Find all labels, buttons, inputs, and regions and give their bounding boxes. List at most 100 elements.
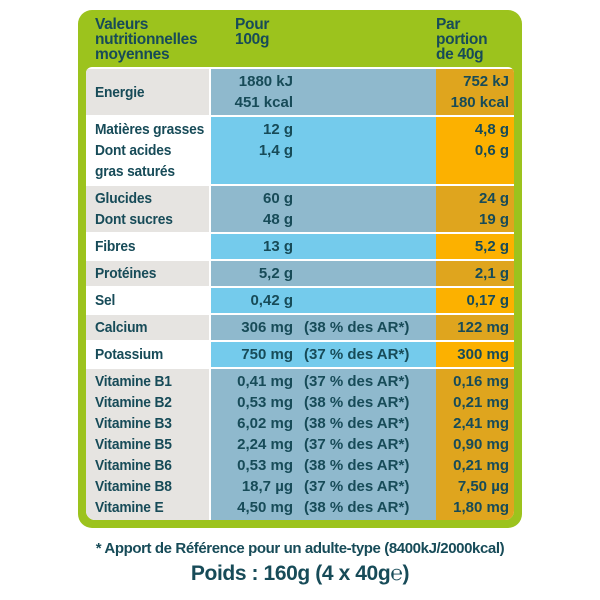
ar-percent <box>293 188 304 209</box>
table-row: Vitamine B1 Vitamine B2 Vitamine B3 Vitamin… <box>86 369 514 520</box>
per-100g-cell: 1880 kJ 451 kcal <box>211 69 436 115</box>
per-100g-value: 750 mg <box>241 346 293 363</box>
row-label-cell: Potassium <box>86 342 211 367</box>
row-label: Protéines <box>95 265 157 282</box>
per-100g-line: 0,42 g <box>211 290 436 311</box>
per-portion-value: 7,50 µg <box>457 478 509 495</box>
per-portion-cell: 5,2 g <box>436 234 514 259</box>
per-100g-line: 13 g <box>211 236 436 257</box>
per-100g-value: 48 g <box>262 211 293 228</box>
per-portion-value: 122 mg <box>457 319 509 336</box>
per-100g-value: 18,7 µg <box>241 478 293 495</box>
table-row: Matières grasses Dont acides gras saturés 1… <box>86 117 514 184</box>
per-100g-cell: 13 g <box>211 234 436 259</box>
per-100g-value: 12 g <box>262 121 293 138</box>
table-row: Potassium 750 mg (37 % des AR*) 300 mg <box>86 342 514 367</box>
row-label-cell: Protéines <box>86 261 211 286</box>
weight-line: Poids : 160g (4 x 40g℮) <box>190 562 410 585</box>
per-100g-line: 0,41 mg (37 % des AR*) <box>211 371 436 392</box>
ar-percent: (38 % des AR*) <box>304 319 410 336</box>
per-100g-line: 6,02 mg (38 % des AR*) <box>211 413 436 434</box>
per-100g-value: 0,42 g <box>250 292 293 309</box>
reference-footnote: * Apport de Référence pour un adulte-typ… <box>95 540 505 557</box>
per-portion-value: 19 g <box>478 211 509 228</box>
per-100g-value: 0,53 mg <box>237 394 293 411</box>
per-100g-cell: 306 mg (38 % des AR*) <box>211 315 436 340</box>
per-100g-line: 18,7 µg (37 % des AR*) <box>211 476 436 497</box>
row-label: Vitamine B8 <box>95 478 172 495</box>
per-portion-value: 2,41 mg <box>453 415 509 432</box>
ar-percent <box>293 236 304 257</box>
per-portion-cell: 4,8 g 0,6 g <box>436 117 514 184</box>
per-100g-line: 5,2 g <box>211 263 436 284</box>
row-label: Vitamine B2 <box>95 394 172 411</box>
per-portion-cell: 0,16 mg 0,21 mg 2,41 mg 0,90 mg 0,21 mg 7,50 … <box>436 369 514 520</box>
per-portion-value: 0,90 mg <box>453 436 509 453</box>
per-100g-line: 306 mg (38 % des AR*) <box>211 317 436 338</box>
ar-percent: (38 % des AR*) <box>304 499 410 516</box>
ar-percent: (37 % des AR*) <box>304 346 410 363</box>
table-row: Fibres 13 g 5,2 g <box>86 234 514 259</box>
per-100g-line: 12 g <box>211 119 436 140</box>
per-100g-line: 1880 kJ <box>211 71 436 92</box>
per-100g-value: 13 g <box>262 238 293 255</box>
ar-percent: (37 % des AR*) <box>304 373 410 390</box>
per-100g-value: 60 g <box>262 190 293 207</box>
per-100g-cell: 5,2 g <box>211 261 436 286</box>
per-portion-cell: 24 g 19 g <box>436 186 514 232</box>
row-label: Glucides <box>95 190 152 207</box>
header-values-label: Valeurs nutritionnelles moyennes <box>95 16 198 63</box>
row-label: Matières grasses <box>95 121 205 138</box>
row-label-cell: Calcium <box>86 315 211 340</box>
ar-percent: (37 % des AR*) <box>304 478 410 495</box>
row-label: Dont sucres <box>95 211 173 228</box>
row-label-cell: Fibres <box>86 234 211 259</box>
row-label: Potassium <box>95 346 164 363</box>
ar-percent <box>293 209 304 230</box>
per-100g-value: 1880 kJ <box>238 73 293 90</box>
per-100g-line: 750 mg (37 % des AR*) <box>211 344 436 365</box>
header-per-portion: Par portion de 40g <box>436 16 488 63</box>
per-portion-value: 0,21 mg <box>453 457 509 474</box>
row-label: Fibres <box>95 238 136 255</box>
row-label: Vitamine B3 <box>95 415 172 432</box>
ar-percent: (38 % des AR*) <box>304 457 410 474</box>
table-row: Calcium 306 mg (38 % des AR*) 122 mg <box>86 315 514 340</box>
ar-percent <box>293 71 304 92</box>
ar-percent: (37 % des AR*) <box>304 436 410 453</box>
per-100g-line: 1,4 g <box>211 140 436 161</box>
ar-percent: (38 % des AR*) <box>304 415 410 432</box>
ar-percent: (38 % des AR*) <box>304 394 410 411</box>
row-label: Vitamine E <box>95 499 164 516</box>
per-portion-value: 752 kJ <box>463 73 509 90</box>
per-100g-line: 2,24 mg (37 % des AR*) <box>211 434 436 455</box>
per-100g-value: 6,02 mg <box>237 415 293 432</box>
row-label: Vitamine B6 <box>95 457 172 474</box>
row-label: Vitamine B5 <box>95 436 172 453</box>
per-portion-value: 0,21 mg <box>453 394 509 411</box>
ar-percent <box>293 290 304 311</box>
per-portion-value: 4,8 g <box>474 121 509 138</box>
per-portion-value: 0,17 g <box>466 292 509 309</box>
row-label: Energie <box>95 83 145 101</box>
per-100g-line: 0,53 mg (38 % des AR*) <box>211 392 436 413</box>
per-100g-value: 0,53 mg <box>237 457 293 474</box>
table-row: Protéines 5,2 g 2,1 g <box>86 261 514 286</box>
per-100g-value: 306 mg <box>241 319 293 336</box>
per-portion-cell: 2,1 g <box>436 261 514 286</box>
per-100g-line: 0,53 mg (38 % des AR*) <box>211 455 436 476</box>
per-portion-value: 0,6 g <box>474 142 509 159</box>
per-100g-value: 4,50 mg <box>237 499 293 516</box>
row-label: gras saturés <box>95 163 175 180</box>
per-100g-value: 0,41 mg <box>237 373 293 390</box>
per-100g-cell: 750 mg (37 % des AR*) <box>211 342 436 367</box>
per-portion-value: 180 kcal <box>450 94 509 111</box>
per-100g-line: 4,50 mg (38 % des AR*) <box>211 497 436 518</box>
per-100g-value: 451 kcal <box>234 94 293 111</box>
per-100g-line: 451 kcal <box>211 92 436 113</box>
row-label-cell: Energie <box>86 69 211 115</box>
per-portion-cell: 0,17 g <box>436 288 514 313</box>
per-100g-value: 1,4 g <box>258 142 293 159</box>
per-portion-value: 5,2 g <box>474 238 509 255</box>
ar-percent <box>293 263 304 284</box>
